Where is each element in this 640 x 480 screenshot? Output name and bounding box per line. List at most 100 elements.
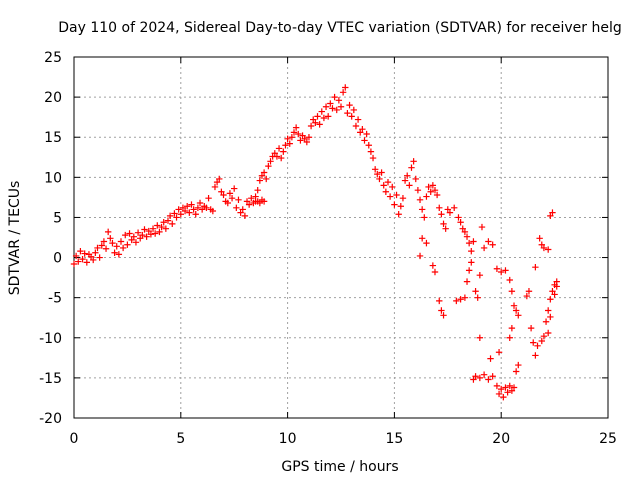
data-point xyxy=(431,268,439,276)
data-point xyxy=(318,108,325,115)
data-point xyxy=(544,307,552,314)
data-point xyxy=(194,204,202,212)
data-point xyxy=(339,89,347,96)
data-point xyxy=(233,204,240,212)
data-point xyxy=(363,130,370,138)
data-point xyxy=(346,101,353,109)
data-point xyxy=(525,288,533,295)
data-point xyxy=(216,175,223,183)
data-point xyxy=(162,225,170,232)
data-point xyxy=(418,206,426,213)
data-point xyxy=(117,238,125,245)
data-point xyxy=(463,278,471,285)
data-point xyxy=(299,132,306,139)
data-point xyxy=(431,186,439,194)
data-point xyxy=(495,349,503,356)
data-point xyxy=(485,376,492,383)
data-point xyxy=(295,130,302,138)
data-point xyxy=(282,142,289,149)
data-point xyxy=(305,134,313,141)
data-point xyxy=(175,206,182,213)
data-point xyxy=(397,203,405,210)
data-point xyxy=(453,297,460,305)
data-point xyxy=(228,194,236,202)
data-point xyxy=(271,150,278,157)
data-point xyxy=(393,191,400,199)
data-point xyxy=(98,242,105,249)
data-point xyxy=(378,169,385,176)
x-tick-label: 20 xyxy=(492,431,510,447)
data-point xyxy=(549,288,556,295)
data-point xyxy=(149,225,157,232)
data-point xyxy=(444,206,451,213)
data-point xyxy=(224,199,231,207)
data-point xyxy=(190,206,197,213)
x-tick-label: 25 xyxy=(599,431,617,447)
data-point xyxy=(549,209,556,216)
data-point xyxy=(254,186,261,194)
y-tick-label: 10 xyxy=(44,170,62,186)
data-point xyxy=(540,244,548,252)
data-point xyxy=(260,169,268,176)
data-point xyxy=(166,212,174,220)
y-tick-label: 25 xyxy=(44,50,62,66)
data-point xyxy=(342,84,349,91)
data-point xyxy=(124,241,131,248)
data-point xyxy=(72,252,80,260)
data-point xyxy=(256,199,264,207)
data-point xyxy=(260,198,268,205)
data-point xyxy=(113,243,120,250)
data-point xyxy=(527,324,535,332)
data-point xyxy=(132,239,140,246)
data-point xyxy=(160,219,167,226)
data-point xyxy=(532,263,539,271)
y-tick-label: -10 xyxy=(39,331,62,347)
data-point xyxy=(337,103,345,110)
data-point xyxy=(438,211,445,218)
data-point xyxy=(77,247,84,255)
data-point xyxy=(107,235,114,242)
data-point xyxy=(322,103,330,110)
data-point xyxy=(70,260,78,268)
data-point xyxy=(371,166,379,173)
data-point xyxy=(122,231,129,239)
plot-frame xyxy=(73,56,609,419)
data-point xyxy=(83,259,91,266)
data-point xyxy=(459,225,466,232)
data-point xyxy=(252,198,259,205)
data-point xyxy=(320,114,328,122)
data-point xyxy=(284,135,291,143)
data-point xyxy=(489,373,496,380)
data-point xyxy=(203,204,210,212)
data-point xyxy=(542,318,550,325)
data-point xyxy=(376,175,383,183)
data-point xyxy=(553,283,560,290)
data-point xyxy=(395,211,402,218)
data-point xyxy=(367,148,375,155)
data-point xyxy=(111,249,118,256)
data-point xyxy=(137,235,144,242)
data-point xyxy=(344,109,351,117)
data-point xyxy=(348,113,355,120)
data-point xyxy=(213,178,221,186)
data-point xyxy=(502,384,509,391)
data-point xyxy=(478,223,486,231)
data-point xyxy=(154,222,161,229)
data-point xyxy=(508,324,516,332)
data-point xyxy=(130,233,138,240)
x-tick-label: 15 xyxy=(385,431,403,447)
data-point xyxy=(446,209,454,216)
data-point xyxy=(399,194,407,202)
data-point xyxy=(369,154,377,162)
data-point xyxy=(410,158,417,165)
data-point xyxy=(164,217,172,224)
data-point xyxy=(198,206,206,213)
data-point xyxy=(493,265,501,272)
data-point xyxy=(288,134,296,141)
data-point xyxy=(275,145,283,152)
data-point xyxy=(218,188,225,195)
data-point xyxy=(241,212,249,220)
data-point xyxy=(547,212,554,220)
data-point xyxy=(310,116,317,123)
